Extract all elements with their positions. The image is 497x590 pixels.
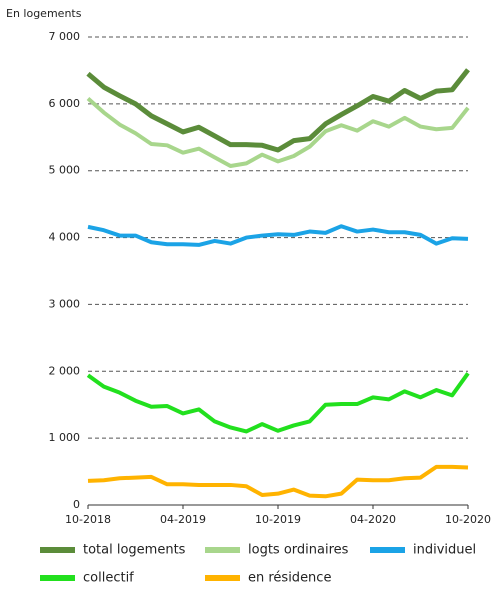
y-tick-label: 2 000 — [49, 364, 81, 377]
y-tick-label: 5 000 — [49, 164, 81, 177]
legend-label: collectif — [83, 571, 134, 586]
y-axis-label: En logements — [6, 7, 82, 20]
y-tick-label: 3 000 — [49, 297, 81, 310]
y-tick-label: 7 000 — [49, 30, 81, 43]
y-tick-label: 1 000 — [49, 431, 81, 444]
x-tick-label: 10-2020 — [445, 513, 491, 526]
line-series — [86, 372, 470, 434]
line-series — [86, 68, 470, 153]
x-tick-label: 10-2019 — [255, 513, 301, 526]
line-series — [87, 464, 469, 499]
y-tick-label: 0 — [73, 498, 80, 511]
y-tick-label: 4 000 — [49, 231, 81, 244]
line-series — [86, 97, 470, 169]
legend-label: en résidence — [248, 571, 331, 586]
x-tick-label: 04-2020 — [350, 513, 396, 526]
x-tick-label: 10-2018 — [65, 513, 111, 526]
legend-label: total logements — [83, 543, 186, 558]
x-tick-label: 04-2019 — [160, 513, 206, 526]
line-series — [87, 224, 469, 247]
legend-label: individuel — [413, 543, 476, 558]
legend-label: logts ordinaires — [248, 543, 349, 558]
y-tick-label: 6 000 — [49, 97, 81, 110]
